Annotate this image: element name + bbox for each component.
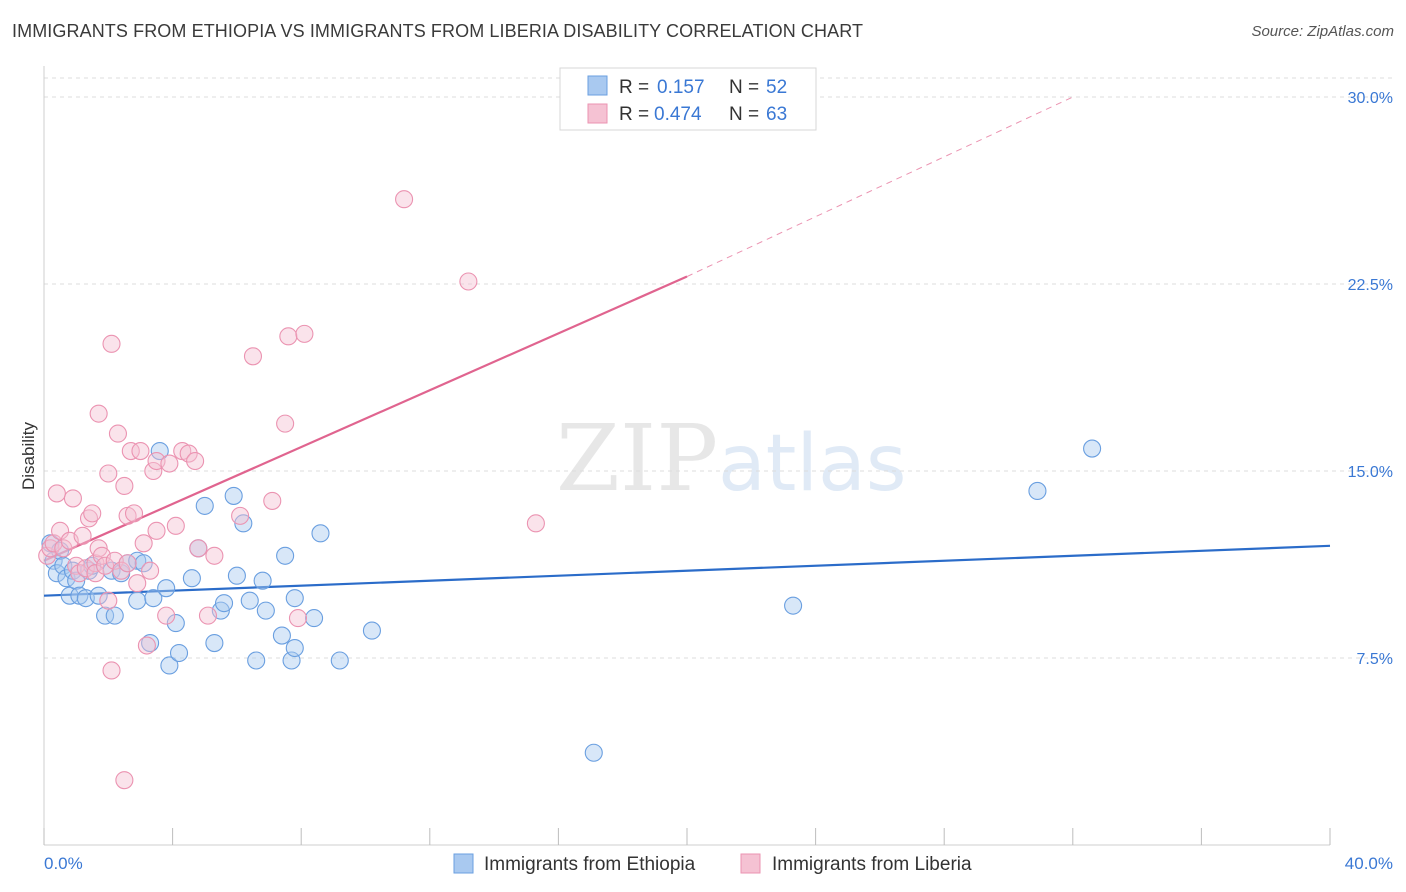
x-tick-label-max: 40.0% (1345, 854, 1393, 873)
ethiopia-point (273, 627, 290, 644)
liberia-point (206, 547, 223, 564)
liberia-point (396, 191, 413, 208)
liberia-point (244, 348, 261, 365)
liberia-point (48, 485, 65, 502)
liberia-point (289, 610, 306, 627)
ethiopia-point (248, 652, 265, 669)
y-tick-label-22-5: 22.5% (1348, 277, 1393, 294)
ethiopia-point (254, 572, 271, 589)
ethiopia-point (1084, 440, 1101, 457)
ethiopia-point (785, 597, 802, 614)
liberia-point (103, 335, 120, 352)
gridlines (44, 78, 1392, 658)
ethiopia-point (277, 547, 294, 564)
liberia-point (132, 443, 149, 460)
ethiopia-point (1029, 482, 1046, 499)
watermark-atlas: atlas (718, 419, 907, 509)
liberia-point (116, 477, 133, 494)
liberia-point (64, 490, 81, 507)
liberia-point (158, 607, 175, 624)
liberia-point (129, 575, 146, 592)
ethiopia-point (129, 592, 146, 609)
ethiopia-point (183, 570, 200, 587)
liberia-point (109, 425, 126, 442)
liberia-point (167, 517, 184, 534)
ethiopia-point (312, 525, 329, 542)
liberia-point (119, 555, 136, 572)
y-axis-title: Disability (19, 421, 38, 490)
legend-swatch-liberia (588, 104, 607, 123)
ethiopia-point (196, 497, 213, 514)
liberia-point (187, 453, 204, 470)
liberia-point (103, 662, 120, 679)
liberia-point (280, 328, 297, 345)
ethiopia-point (206, 635, 223, 652)
liberia-point (84, 505, 101, 522)
liberia-point (135, 535, 152, 552)
legend-n-label-ethiopia: N = (729, 77, 759, 98)
legend-r-label-liberia: R = (619, 104, 649, 125)
x-tick-label-min: 0.0% (44, 854, 83, 873)
liberia-point (90, 405, 107, 422)
bottom-legend-label-ethiopia: Immigrants from Ethiopia (484, 854, 696, 875)
bottom-legend-swatch-liberia (741, 854, 760, 873)
ethiopia-point (241, 592, 258, 609)
liberia-point (199, 607, 216, 624)
ethiopia-point (585, 744, 602, 761)
y-tick-label-30: 30.0% (1348, 90, 1393, 107)
liberia-point (264, 492, 281, 509)
liberia-point (126, 505, 143, 522)
y-tick-label-7-5: 7.5% (1357, 651, 1393, 668)
ethiopia-point (363, 622, 380, 639)
legend-r-label-ethiopia: R = (619, 77, 649, 98)
liberia-point (74, 527, 91, 544)
legend-r-value-liberia: 0.474 (654, 104, 702, 125)
legend-n-label-liberia: N = (729, 104, 759, 125)
watermark: ZIP atlas (556, 405, 907, 512)
bottom-legend: Immigrants from Ethiopia Immigrants from… (454, 854, 972, 875)
liberia-point (527, 515, 544, 532)
liberia-point (100, 465, 117, 482)
liberia-point (148, 522, 165, 539)
liberia-point (100, 592, 117, 609)
bottom-legend-swatch-ethiopia (454, 854, 473, 873)
scatter-chart: ZIP atlas Disability 0.0% 40.0% 7.5% 15.… (0, 0, 1406, 892)
ethiopia-point (257, 602, 274, 619)
legend-swatch-ethiopia (588, 76, 607, 95)
liberia-point (161, 455, 178, 472)
liberia-point (138, 637, 155, 654)
watermark-zip: ZIP (556, 405, 718, 512)
ethiopia-point (331, 652, 348, 669)
ethiopia-point (225, 487, 242, 504)
liberia-point (296, 325, 313, 342)
ethiopia-point (306, 610, 323, 627)
y-tick-label-15: 15.0% (1348, 464, 1393, 481)
liberia-point (232, 507, 249, 524)
ethiopia-point (228, 567, 245, 584)
legend-n-value-liberia: 63 (766, 104, 787, 125)
liberia-point (142, 562, 159, 579)
legend-n-value-ethiopia: 52 (766, 77, 787, 98)
liberia-point (460, 273, 477, 290)
ethiopia-point (286, 590, 303, 607)
liberia-point (190, 540, 207, 557)
ethiopia-point (216, 595, 233, 612)
liberia-point (116, 772, 133, 789)
ethiopia-point (158, 580, 175, 597)
ethiopia-point (171, 645, 188, 662)
ethiopia-point (286, 640, 303, 657)
liberia-point (277, 415, 294, 432)
legend-box: R = 0.157 N = 52 R = 0.474 N = 63 (560, 68, 816, 130)
legend-r-value-ethiopia: 0.157 (657, 77, 705, 98)
bottom-legend-label-liberia: Immigrants from Liberia (772, 854, 972, 875)
